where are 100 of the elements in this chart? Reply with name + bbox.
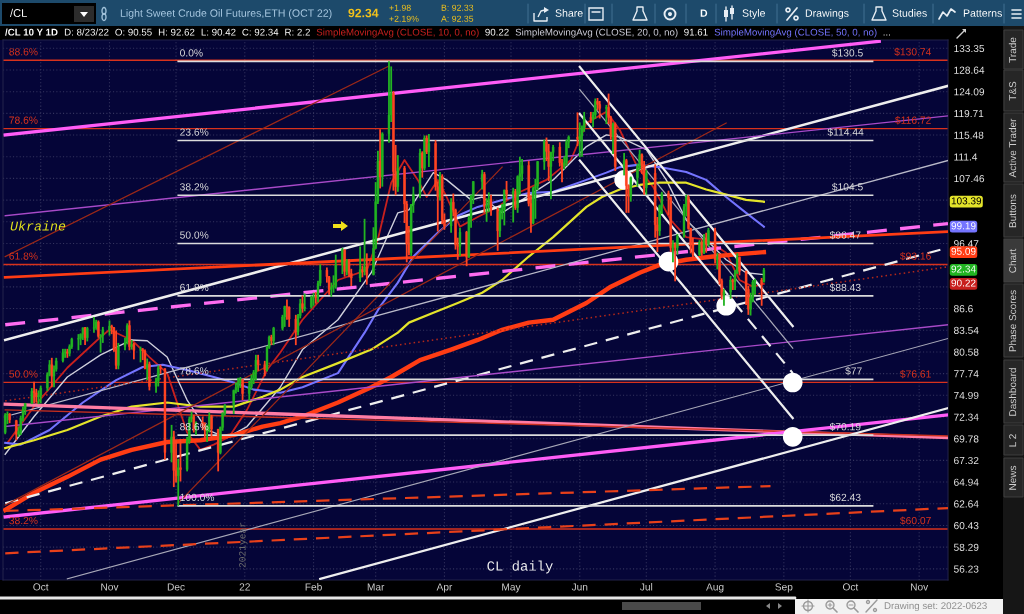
text: Patterns [963, 9, 1002, 17]
x-tick-label: Oct [842, 583, 859, 591]
annotation: CL daily [487, 560, 553, 574]
annotation: 88.6% [180, 423, 209, 431]
annotation: 78.6% [9, 116, 38, 124]
text: SimpleMovingAvg (CLOSE, 20, 0, no) [515, 28, 678, 38]
text: H: 92.62 [158, 28, 195, 36]
text: 92.34 [348, 8, 379, 18]
text: B: 92.33 [441, 4, 474, 11]
text: 91.61 [684, 28, 708, 36]
text: 103.39 [951, 197, 982, 205]
text: ... [883, 34, 890, 36]
x-tick-label: May [502, 583, 521, 593]
y-tick-label: 96.47 [954, 240, 979, 248]
annotation: $77 [845, 366, 862, 376]
y-tick-label: 77.74 [954, 370, 979, 378]
y-tick-label: 124.09 [954, 88, 985, 96]
y-tick-label: 72.34 [954, 413, 979, 421]
text: O: 90.55 [115, 28, 152, 36]
text: Dashboard [1008, 368, 1017, 416]
text: SimpleMovingAvg (CLOSE, 10, 0, no) [316, 28, 479, 38]
text: C: 92.34 [242, 28, 279, 36]
text: Drawings [805, 9, 849, 19]
text: Chart [1008, 248, 1017, 273]
y-tick-label: 74.99 [954, 391, 979, 400]
x-tick-label: Jul [639, 583, 653, 591]
text: +1.98 [389, 4, 411, 11]
text: 90.22 [485, 28, 509, 36]
y-tick-label: 67.32 [954, 456, 979, 465]
annotation: 23.6% [180, 128, 209, 136]
y-tick-label: 64.94 [954, 478, 979, 486]
annotation: $62.43 [829, 493, 861, 502]
annotation: $70.19 [829, 422, 861, 431]
annotation: 50.0% [180, 231, 209, 239]
y-tick-label: 60.43 [954, 522, 979, 530]
text: Style [742, 9, 765, 19]
y-tick-label: 83.54 [954, 326, 979, 334]
y-tick-label: 119.71 [954, 109, 984, 118]
text: T&S [1009, 81, 1017, 101]
y-tick-label: 107.46 [954, 175, 985, 183]
text: 99.19 [951, 222, 976, 230]
y-tick-label: 128.64 [954, 66, 985, 74]
text: L 2 [1009, 434, 1017, 447]
y-tick-label: 111.4 [954, 153, 978, 161]
text: 95.09 [951, 247, 976, 255]
text: Share [555, 9, 583, 17]
annotation: 38.2% [180, 183, 209, 191]
x-tick-label: Nov [910, 583, 929, 591]
annotation: $88.43 [829, 283, 861, 292]
text: R: 2.2 [285, 28, 310, 36]
ref-line-label: $93.16 [900, 251, 931, 261]
x-tick-label: 22 [239, 583, 250, 591]
x-tick-label: Sep [775, 583, 793, 593]
annotation: 2021year [239, 522, 248, 568]
text: Studies [892, 9, 927, 17]
y-tick-label: 62.64 [954, 500, 979, 508]
annotation: $114.44 [827, 127, 864, 137]
y-tick-label: 56.23 [953, 565, 979, 573]
x-tick-label: Feb [305, 583, 322, 591]
annotation: 100.0% [180, 493, 215, 501]
annotation: 61.8% [9, 252, 38, 260]
y-tick-label: 115.48 [954, 131, 984, 139]
y-tick-label: 80.58 [954, 348, 979, 356]
text: Buttons [1009, 194, 1017, 228]
text: L: 90.42 [201, 28, 236, 36]
ref-line-label: $76.61 [900, 369, 931, 379]
x-tick-label: Dec [167, 583, 185, 591]
ref-line-label: $60.07 [900, 516, 931, 525]
text: SimpleMovingAvg (CLOSE, 50, 0, no) [714, 28, 877, 38]
x-tick-label: Jun [571, 583, 588, 591]
ref-line-label: $130.74 [894, 47, 932, 57]
x-tick-label: Mar [367, 583, 385, 591]
text: 92.34 [951, 265, 976, 273]
text: +2.19% [389, 15, 419, 22]
annotation: Ukraine [10, 220, 66, 231]
annotation: $130.5 [831, 48, 863, 58]
y-tick-label: 86.6 [954, 305, 973, 313]
text: 90.22 [951, 279, 976, 287]
x-tick-label: Aug [706, 583, 724, 593]
x-tick-label: Nov [101, 583, 119, 591]
annotation: 38.2% [9, 516, 38, 525]
text: A: 92.35 [441, 15, 474, 22]
annotation: 88.6% [9, 48, 38, 56]
text: Trade [1008, 37, 1017, 63]
text: Active Trader [1008, 118, 1017, 178]
text: News [1009, 465, 1017, 490]
annotation: 0.0% [180, 49, 203, 57]
text: D [700, 9, 708, 17]
text: Phase Scores [1008, 290, 1017, 352]
chart-title: Light Sweet Crude Oil Futures,ETH (OCT 22) [120, 9, 332, 19]
text: D: 8/23/22 [64, 28, 109, 36]
x-tick-label: Apr [436, 583, 453, 593]
y-tick-label: 69.78 [954, 435, 979, 443]
text: /CL [10, 8, 27, 17]
y-tick-label: 133.35 [954, 44, 985, 53]
annotation: 50.0% [9, 370, 38, 378]
text: Drawing set: 2022-0623 [884, 601, 987, 612]
annotation: $96.47 [829, 230, 861, 240]
x-tick-label: Oct [33, 583, 49, 591]
y-tick-label: 58.29 [953, 543, 979, 551]
